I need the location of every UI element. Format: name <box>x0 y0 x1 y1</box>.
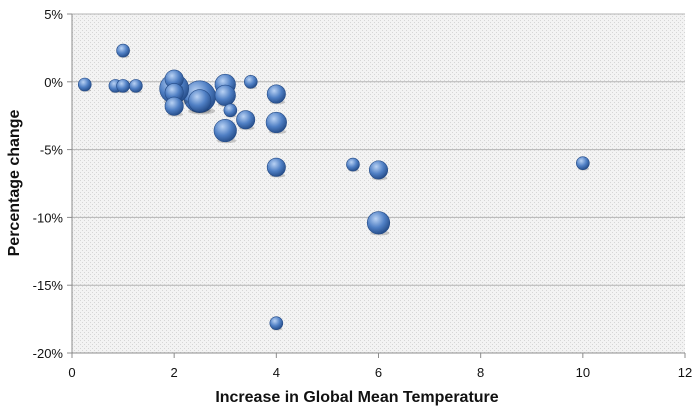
y-tick-label: -20% <box>33 346 64 361</box>
data-bubble <box>164 96 184 116</box>
x-tick-label: 2 <box>171 365 178 380</box>
data-bubble <box>576 156 590 170</box>
data-bubble <box>214 84 236 106</box>
data-bubble <box>116 43 130 58</box>
data-bubble <box>188 89 212 113</box>
x-tick-label: 6 <box>375 365 382 380</box>
y-tick-label: 0% <box>44 75 63 90</box>
data-bubble <box>265 111 287 134</box>
data-bubble <box>266 84 286 104</box>
data-bubble <box>129 79 143 93</box>
plot-area <box>72 14 685 353</box>
data-bubble <box>269 316 284 330</box>
y-tick-label: -10% <box>33 210 64 225</box>
x-tick-label: 8 <box>477 365 484 380</box>
x-axis-title: Increase in Global Mean Temperature <box>215 389 498 406</box>
x-tick-labels: 0 2 4 6 8 10 12 <box>68 353 692 380</box>
y-tick-label: 5% <box>44 7 63 22</box>
data-bubble <box>213 119 237 143</box>
data-bubble <box>77 77 92 92</box>
x-tick-label: 0 <box>68 365 75 380</box>
x-tick-label: 12 <box>678 365 692 380</box>
data-bubble <box>266 157 286 177</box>
data-bubble <box>243 75 258 89</box>
data-bubble <box>369 160 388 180</box>
y-tick-label: -5% <box>40 143 64 158</box>
x-tick-label: 10 <box>576 365 590 380</box>
data-bubble <box>116 79 130 93</box>
data-bubble <box>236 110 256 130</box>
data-bubble <box>346 157 360 172</box>
data-bubble <box>366 211 391 235</box>
y-tick-labels: -20% -15% -10% -5% 0% 5% <box>33 7 72 361</box>
data-bubble <box>223 103 238 118</box>
bubbles <box>77 43 590 331</box>
x-tick-label: 4 <box>273 365 280 380</box>
y-axis-title: Percentage change <box>6 110 23 257</box>
y-tick-label: -15% <box>33 278 64 293</box>
